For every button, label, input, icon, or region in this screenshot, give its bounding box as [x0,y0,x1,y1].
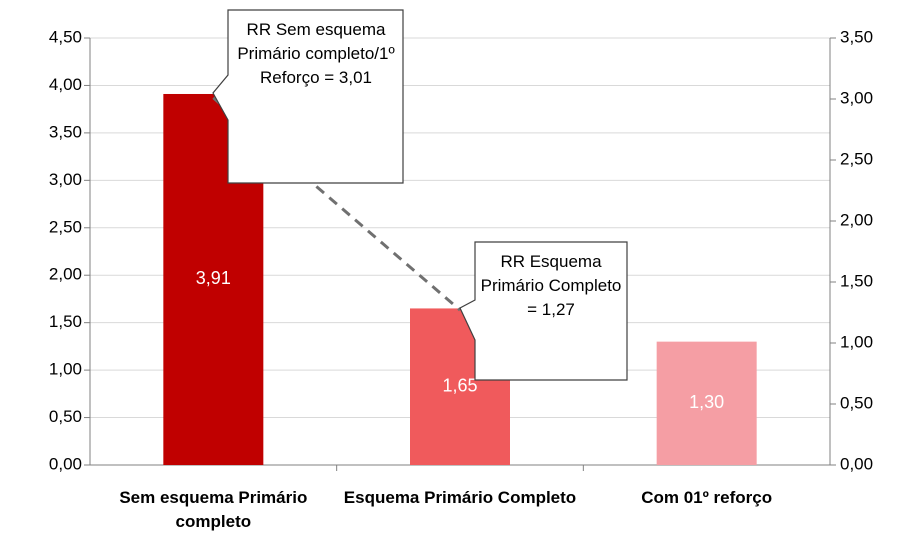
y2-tick-label: 3,00 [840,88,873,107]
y2-tick-label: 1,00 [840,332,873,351]
y2-tick-label: 2,50 [840,149,873,168]
data-label: 1,65 [442,375,477,395]
y-tick-label: 0,50 [49,407,82,426]
y-tick-label: 4,00 [49,75,82,94]
x-tick-label: Esquema Primário Completo [343,488,577,507]
y-tick-label: 2,00 [49,265,82,284]
y-tick-label: 1,00 [49,360,82,379]
y2-tick-label: 2,00 [840,210,873,229]
callout-box [212,9,404,184]
annotation: RR Esquema Primário Completo = 1,27 [480,252,622,319]
y-tick-label: 3,50 [49,122,82,141]
y2-tick-label: 0,50 [840,393,873,412]
bar [656,341,757,465]
y-tick-label: 3,00 [49,170,82,189]
data-label: 3,91 [196,268,231,288]
y2-tick-label: 3,50 [840,27,873,46]
y-tick-label: 4,50 [49,27,82,46]
x-tick-label: Sem esquema Primário completo [119,488,308,531]
y-tick-label: 1,50 [49,312,82,331]
data-label: 1,30 [689,392,724,412]
y-tick-label: 0,00 [49,454,82,473]
y-tick-label: 2,50 [49,217,82,236]
annotation: RR Sem esquema Primário completo/1º Refo… [237,20,395,87]
x-tick-label: Com 01º reforço [641,488,773,507]
y2-tick-label: 1,50 [840,271,873,290]
callout-box [459,241,628,381]
y2-tick-label: 0,00 [840,454,873,473]
